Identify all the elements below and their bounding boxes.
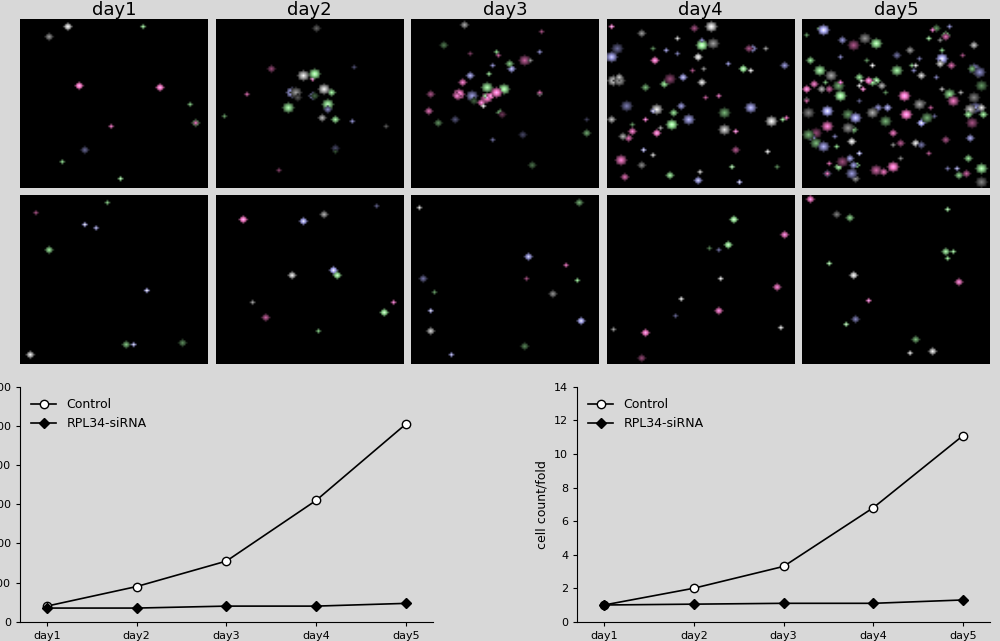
Title: day3: day3 bbox=[483, 1, 527, 19]
Legend: Control, RPL34-siRNA: Control, RPL34-siRNA bbox=[26, 393, 151, 435]
Y-axis label: cell count/fold: cell count/fold bbox=[536, 460, 549, 549]
Title: day1: day1 bbox=[92, 1, 136, 19]
Title: day4: day4 bbox=[678, 1, 723, 19]
Title: day5: day5 bbox=[874, 1, 918, 19]
Legend: Control, RPL34-siRNA: Control, RPL34-siRNA bbox=[583, 393, 709, 435]
Title: day2: day2 bbox=[287, 1, 332, 19]
